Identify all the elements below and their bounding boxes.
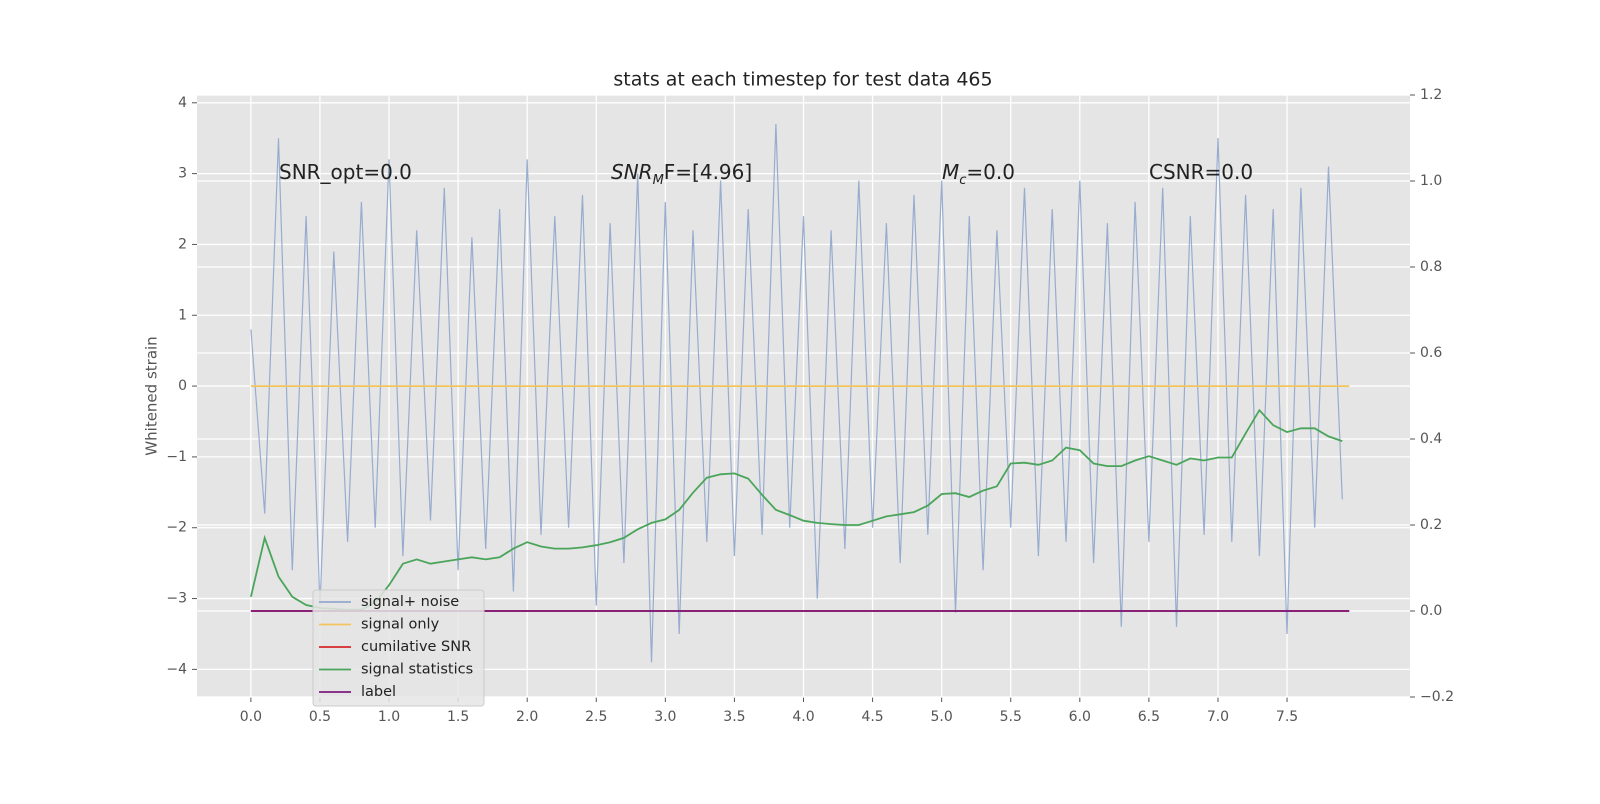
y-axis-label: Whitened strain	[143, 336, 161, 455]
annotation: SNRMF=[4.96]	[611, 160, 752, 189]
x-tick-label: 3.5	[723, 709, 745, 725]
y2-tick-label: 0.4	[1420, 431, 1442, 447]
x-tick-label: 6.0	[1069, 709, 1091, 725]
legend-label: signal only	[361, 617, 440, 633]
y2-tick-label: 1.2	[1420, 87, 1442, 103]
series-line	[250, 123, 1343, 663]
y2-tick-label: −0.2	[1420, 689, 1454, 705]
x-tick-label: 2.0	[516, 709, 538, 725]
y-tick-label: −1	[166, 449, 187, 465]
y2-tick-label: 1.0	[1420, 173, 1442, 189]
y-tick-label: 0	[178, 378, 187, 394]
y-tick-label: 3	[178, 166, 187, 182]
x-tick-label: 0.0	[240, 709, 262, 725]
x-tick-label: 3.0	[654, 709, 676, 725]
annotation-part: =0.0	[966, 160, 1015, 184]
annotation-part: SNR_opt=0.0	[279, 160, 412, 184]
annotation-part: c	[959, 173, 966, 188]
y-tick-label: −2	[166, 520, 187, 536]
annotation-part: CSNR=0.0	[1149, 160, 1253, 184]
legend-label: signal+ noise	[361, 594, 459, 610]
x-tick-label: 2.5	[585, 709, 607, 725]
annotation-part: SNR	[611, 160, 653, 184]
y-tick-label: 4	[178, 95, 187, 111]
x-tick-label: 7.5	[1276, 709, 1298, 725]
x-tick-label: 5.5	[1000, 709, 1022, 725]
y2-tick-label: 0.2	[1420, 517, 1442, 533]
y2-tick-label: 0.6	[1420, 345, 1442, 361]
annotation: Mc=0.0	[942, 160, 1015, 189]
x-tick-label: 7.0	[1207, 709, 1229, 725]
x-tick-label: 5.0	[931, 709, 953, 725]
y2-tick-label: 0.0	[1420, 603, 1442, 619]
y-tick-label: 1	[178, 307, 187, 323]
x-tick-label: 1.5	[447, 709, 469, 725]
y-tick-label: 2	[178, 236, 187, 252]
y-tick-label: −3	[166, 591, 187, 607]
x-tick-label: 4.0	[792, 709, 814, 725]
x-tick-label: 0.5	[309, 709, 331, 725]
x-tick-label: 1.0	[378, 709, 400, 725]
chart-title: stats at each timestep for test data 465	[613, 69, 992, 91]
legend-box	[312, 589, 485, 707]
legend-label: cumilative SNR	[361, 639, 471, 655]
legend-label: label	[361, 684, 396, 700]
annotation-part: M	[653, 173, 664, 188]
y2-tick-label: 0.8	[1420, 259, 1442, 275]
y-tick-label: −4	[166, 661, 187, 677]
x-tick-label: 4.5	[861, 709, 883, 725]
annotation-part: M	[942, 160, 959, 184]
annotation-part: F=[4.96]	[664, 160, 752, 184]
legend-label: signal statistics	[361, 662, 473, 678]
series-line	[250, 408, 1343, 611]
annotation: SNR_opt=0.0	[279, 160, 412, 184]
x-tick-label: 6.5	[1138, 709, 1160, 725]
annotation: CSNR=0.0	[1149, 160, 1253, 184]
